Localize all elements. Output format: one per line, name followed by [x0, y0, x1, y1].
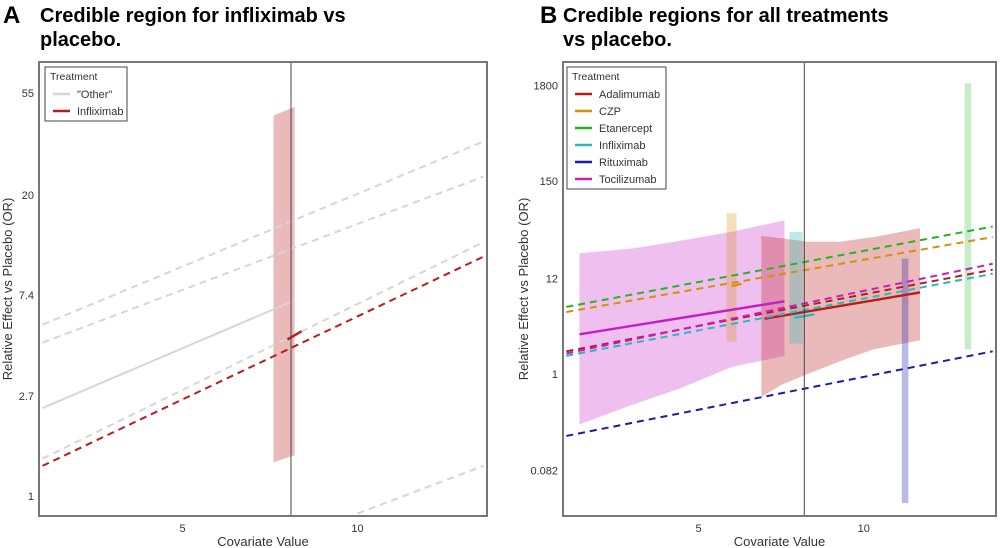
x-axis-label: Covariate Value — [217, 534, 309, 548]
credible-region-adalimumab — [761, 228, 920, 397]
legend: Treatment "Other" Infliximab — [44, 66, 128, 122]
panel-a-title-line-1: Credible region for infliximab vs — [40, 5, 346, 27]
panel-a-title: Credible region for infliximab vs placeb… — [40, 4, 346, 52]
legend-entry-label: Adalimumab — [599, 89, 660, 101]
legend-entry-label: Infliximab — [599, 140, 645, 152]
y-tick-label: 1 — [552, 369, 558, 381]
plot-frame — [562, 61, 997, 517]
plot-area — [566, 83, 993, 504]
y-tick-label: 150 — [540, 176, 558, 188]
series-line-other-dashed — [357, 464, 484, 515]
x-axis-label: Covariate Value — [734, 534, 826, 548]
panel-b-title-line-1: Credible regions for all treatments — [563, 5, 889, 27]
series-line-other-dashed — [42, 241, 484, 460]
panel-a-letter: A — [3, 2, 21, 29]
series-line-etanercept-dashed — [566, 225, 993, 308]
x-tick-label: 5 — [695, 523, 701, 535]
y-tick-label: 1800 — [534, 80, 558, 92]
legend-entry-label: CZP — [599, 106, 621, 118]
y-axis-label: Relative Effect vs Placebo (OR) — [0, 198, 15, 381]
series-line-other-dashed — [42, 175, 484, 344]
series-line-rituximab-dashed — [566, 350, 993, 437]
chart-panel-b: 5 10 0.082 1 12 150 1800 Covariate Value Relativ… — [516, 61, 997, 548]
y-tick-label: 0.082 — [530, 465, 558, 477]
series-line-infliximab-dashed — [566, 272, 993, 357]
panel-a-title-line-2: placebo. — [40, 29, 122, 51]
legend-entry-label: Tocilizumab — [599, 174, 656, 186]
series-line-adalimumab-solid — [764, 291, 921, 320]
chart-panel-a: 5 10 1 2.7 7.4 20 55 Covariate Value Relative Ef… — [0, 61, 488, 548]
legend-title: Treatment — [572, 71, 620, 83]
x-tick-label: 5 — [179, 523, 185, 535]
credible-region-tocilizumab — [579, 220, 785, 425]
legend-title: Treatment — [50, 71, 98, 83]
credible-region-infliximab — [789, 231, 803, 344]
series-line-czp-dashed — [566, 236, 993, 313]
legend-entry-label: Etanercept — [599, 123, 652, 135]
credible-region-etanercept — [964, 83, 972, 350]
series-line-czp-solid — [731, 282, 742, 288]
y-tick-label: 7.4 — [19, 290, 34, 302]
legend-entry-label: "Other" — [77, 89, 112, 101]
series-line-infliximab-solid — [286, 330, 303, 341]
series-line-tocilizumab-dashed — [566, 262, 993, 355]
y-tick-label: 1 — [28, 491, 34, 503]
series-line-tocilizumab-solid — [579, 300, 785, 336]
credible-region-infliximab — [273, 106, 295, 463]
x-tick-label: 10 — [351, 523, 363, 535]
series-line-other-solid — [42, 300, 292, 409]
panel-b-title-line-2: vs placebo. — [563, 29, 672, 51]
y-tick-label: 2.7 — [19, 391, 34, 403]
y-tick-label: 55 — [22, 88, 34, 100]
y-axis-label: Relative Effect vs Placebo (OR) — [516, 198, 531, 381]
plot-area — [42, 106, 487, 515]
legend-entry-label: Infliximab — [77, 106, 123, 118]
legend: Treatment Adalimumab CZP Etanercept Inflixim… — [566, 66, 667, 190]
x-tick-label: 10 — [858, 523, 870, 535]
series-line-other-dashed — [42, 140, 484, 326]
panel-b-title: Credible regions for all treatments vs p… — [563, 4, 889, 52]
plot-frame — [38, 61, 488, 517]
series-line-infliximab-dashed — [42, 254, 487, 467]
y-tick-label: 20 — [22, 190, 34, 202]
credible-region-rituximab — [901, 258, 909, 504]
y-tick-label: 12 — [546, 273, 558, 285]
panel-b-letter: B — [540, 2, 558, 29]
legend-entry-label: Rituximab — [599, 157, 648, 169]
